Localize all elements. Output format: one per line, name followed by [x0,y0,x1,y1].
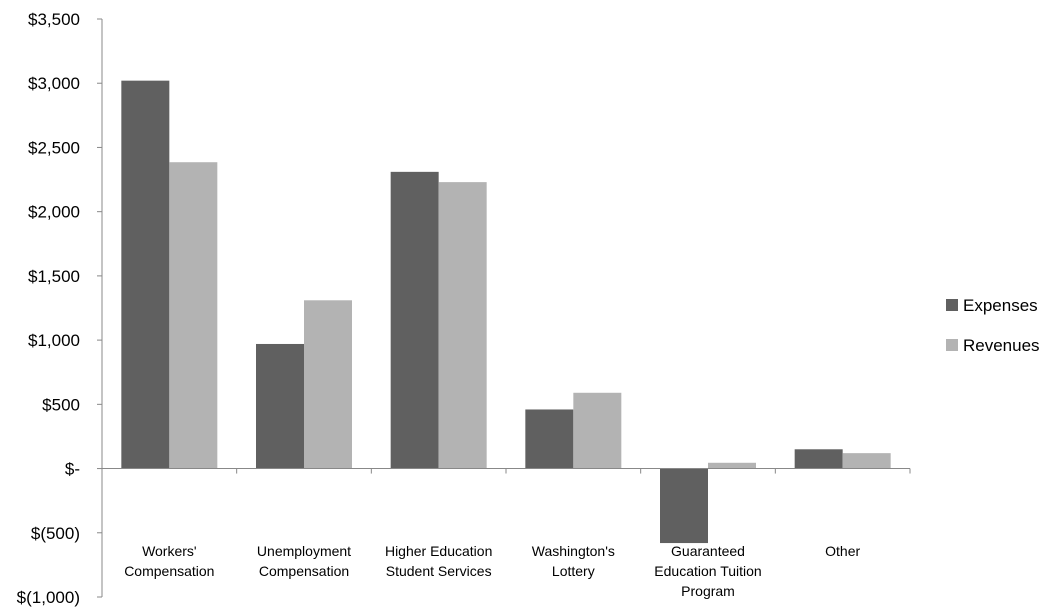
legend-swatch-revenues [946,339,958,351]
y-tick-label: $2,500 [28,138,80,157]
bar-revenues [438,182,487,469]
x-category-label: Higher Education Student Services [385,543,492,579]
y-tick-label: $3,000 [28,74,80,93]
bar-expenses [525,409,574,469]
bar-revenues [304,300,352,469]
bar-expenses [390,171,439,469]
y-tick-label: $1,000 [28,331,80,350]
legend-label-expenses: Expenses [963,296,1038,315]
y-tick-label: $3,500 [28,10,80,29]
legend: Expenses Revenues [946,296,1040,355]
y-tick-label: $2,000 [28,203,80,222]
legend-label-revenues: Revenues [963,336,1040,355]
bar-expenses [794,449,843,469]
y-tick-label: $- [65,460,80,479]
x-category-label: Unemployment Compensation [257,543,351,579]
bar-expenses [121,80,170,469]
bar-revenues [708,462,756,469]
bar-revenues [169,162,218,469]
x-axis: Workers' Compensation Unemployment Compensa… [101,468,911,599]
bars [121,80,891,544]
bar-expenses [660,468,708,544]
y-tick-label: $500 [42,395,80,414]
x-category-label: Washington's Lottery [532,543,615,579]
x-category-label: Workers' Compensation [124,543,214,579]
x-category-label: Other [825,543,860,559]
bar-revenues [842,453,891,469]
y-axis: $3,500 $3,000 $2,500 $2,000 $1,500 $1,000 $500… [17,10,103,607]
bar-revenues [573,392,622,469]
y-tick-label: $(500) [31,524,80,543]
y-tick-label: $(1,000) [17,588,80,607]
legend-swatch-expenses [946,299,958,311]
x-category-label: Guaranteed Education Tuition Program [654,543,761,599]
y-tick-label: $1,500 [28,267,80,286]
bar-expenses [256,343,304,469]
